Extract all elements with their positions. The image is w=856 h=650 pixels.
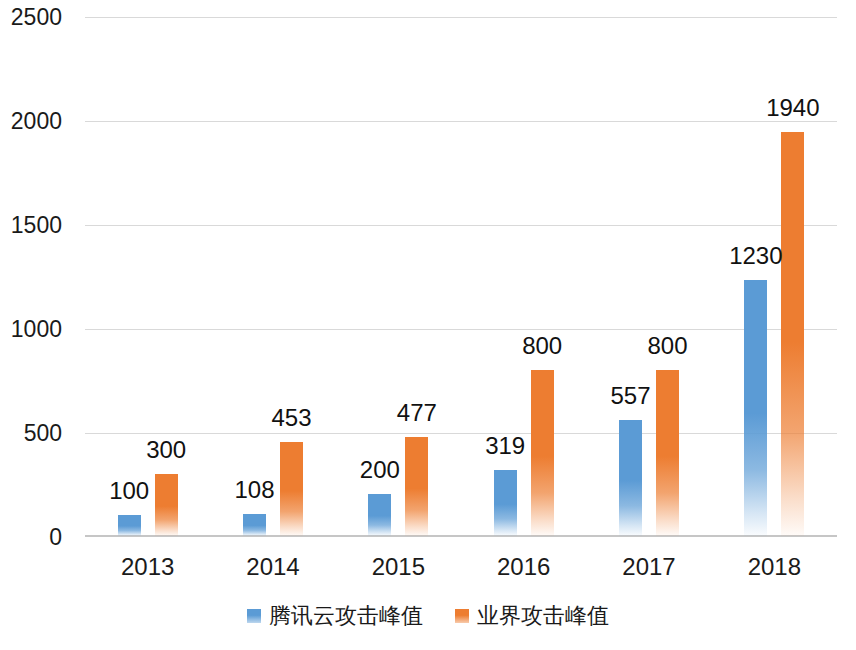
data-label-s0-2016: 319 (485, 434, 525, 458)
y-tick-label-1500: 1500 (11, 214, 62, 237)
bar-s1-2015 (405, 437, 428, 536)
y-tick-label-500: 500 (24, 422, 62, 445)
data-label-s1-2018: 1940 (766, 96, 819, 120)
data-label-s0-2015: 200 (360, 458, 400, 482)
attack-peak-bar-chart: 0 500 1000 1500 2000 2500 100 300 108 453 200 477 3… (0, 0, 856, 650)
legend-label-industry: 业界攻击峰值 (477, 605, 609, 627)
data-label-s1-2014: 453 (271, 406, 311, 430)
x-tick-label-2015: 2015 (372, 555, 425, 579)
data-label-s0-2017: 557 (610, 384, 650, 408)
x-tick-label-2018: 2018 (748, 555, 801, 579)
y-tick-label-1000: 1000 (11, 318, 62, 341)
data-label-s1-2015: 477 (397, 401, 437, 425)
y-tick-label-2500: 2500 (11, 6, 62, 29)
bar-s0-2014 (243, 514, 266, 536)
legend-swatch-blue (247, 609, 261, 623)
x-tick-label-2016: 2016 (497, 555, 550, 579)
x-tick-label-2014: 2014 (246, 555, 299, 579)
bar-s1-2016 (531, 370, 554, 536)
data-label-s1-2017: 800 (647, 334, 687, 358)
data-label-s0-2018: 1230 (729, 244, 782, 268)
x-axis: 2013 2014 2015 2016 2017 2018 (85, 551, 837, 585)
y-tick-label-0: 0 (49, 526, 62, 549)
bar-s1-2018 (781, 132, 804, 536)
legend-label-tencent-cloud: 腾讯云攻击峰值 (269, 605, 423, 627)
x-tick-label-2017: 2017 (622, 555, 675, 579)
bar-s0-2017 (619, 420, 642, 536)
gridline-1000 (85, 329, 837, 330)
bar-s1-2017 (656, 370, 679, 536)
data-label-s1-2013: 300 (146, 438, 186, 462)
legend-swatch-orange (455, 609, 469, 623)
gridline-2000 (85, 121, 837, 122)
y-tick-label-2000: 2000 (11, 110, 62, 133)
bar-s1-2014 (280, 442, 303, 536)
y-axis: 05001000150020002500 (0, 17, 62, 537)
bar-s0-2013 (118, 515, 141, 536)
bar-s1-2013 (155, 474, 178, 536)
gridline-1500 (85, 225, 837, 226)
gridline-0 (85, 535, 837, 537)
legend-item-tencent-cloud: 腾讯云攻击峰值 (247, 605, 423, 627)
data-label-s1-2016: 800 (522, 334, 562, 358)
legend-item-industry: 业界攻击峰值 (455, 605, 609, 627)
plot-area: 100 300 108 453 200 477 319 800 557 800 1230 1940 (85, 17, 837, 537)
data-label-s0-2013: 100 (109, 479, 149, 503)
gridline-500 (85, 433, 837, 434)
bar-s0-2015 (368, 494, 391, 536)
bar-s0-2016 (494, 470, 517, 536)
legend: 腾讯云攻击峰值 业界攻击峰值 (0, 601, 856, 631)
gridline-2500 (85, 17, 837, 18)
bar-s0-2018 (744, 280, 767, 536)
data-label-s0-2014: 108 (234, 478, 274, 502)
x-tick-label-2013: 2013 (121, 555, 174, 579)
